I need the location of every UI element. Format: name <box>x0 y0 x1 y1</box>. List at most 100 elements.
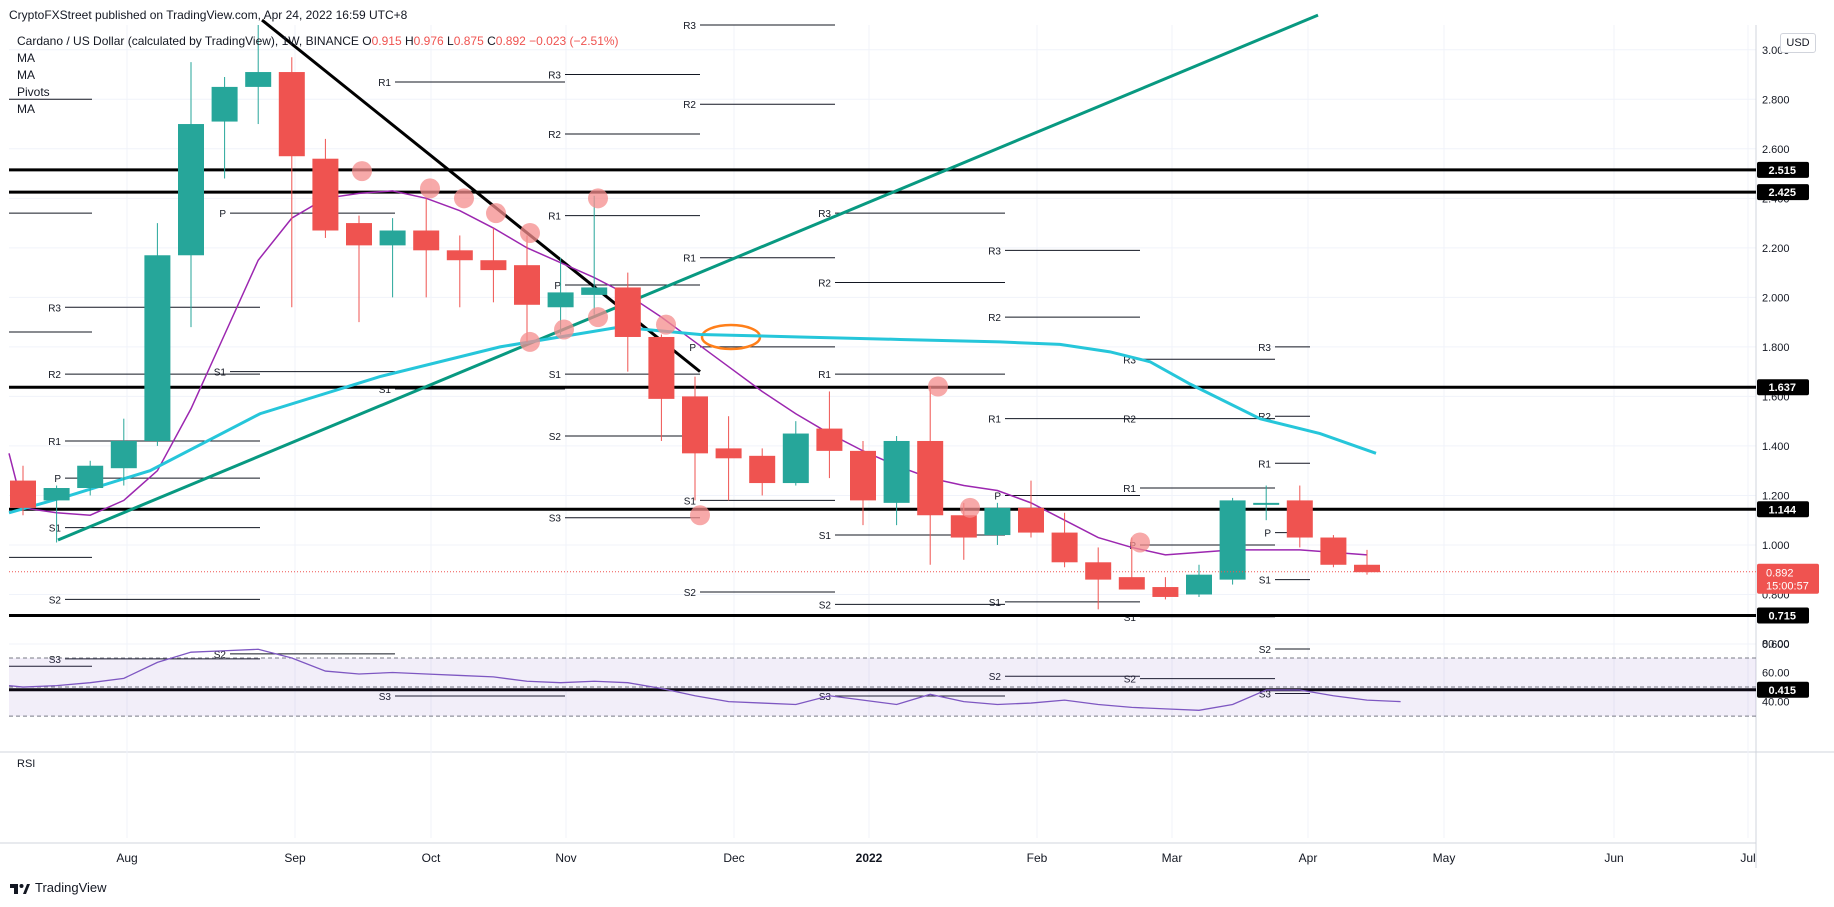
low-label: L <box>447 34 454 48</box>
pivot-label: R3 <box>48 303 61 314</box>
candle <box>1219 497 1246 585</box>
candlesticks[interactable] <box>10 25 1380 610</box>
candle-body <box>984 507 1011 536</box>
time-tick-label: Apr <box>1299 851 1318 865</box>
candle <box>984 502 1011 545</box>
candle-body <box>1085 562 1112 580</box>
pivot-label: S3 <box>49 655 62 666</box>
symbol-name[interactable]: Cardano / US Dollar (calculated by Tradi… <box>17 34 275 48</box>
pivot-label: P <box>219 209 226 220</box>
pivot-label: R1 <box>683 254 696 265</box>
high-value: 0.976 <box>413 34 444 48</box>
candle-body <box>1051 532 1078 563</box>
candle-body <box>1354 564 1380 573</box>
rsi-pane[interactable]: RSI 80.00 60.00 40.00 <box>8 638 1790 770</box>
candle-body <box>950 515 977 538</box>
pattern-marker <box>960 497 980 518</box>
candle-body <box>782 433 809 484</box>
time-tick-label: Mar <box>1162 851 1183 865</box>
candle-body <box>1286 500 1313 538</box>
pattern-marker <box>588 307 608 328</box>
level-badge <box>1757 607 1809 624</box>
candle-body <box>850 450 876 501</box>
price-tick-label: 1.000 <box>1762 540 1790 552</box>
candle <box>514 235 540 342</box>
candle <box>850 440 876 526</box>
grid-lines <box>0 25 1834 868</box>
candle <box>648 334 675 441</box>
pivot-label: R2 <box>48 370 61 381</box>
candle-body <box>110 440 137 469</box>
pivot-label: S3 <box>549 514 562 525</box>
price-tick-label: 2.600 <box>1762 144 1790 156</box>
rsi-tick-label: 40.00 <box>1762 697 1790 709</box>
candle-body <box>245 72 272 87</box>
candle <box>749 448 776 496</box>
pivot-label: R1 <box>378 78 391 89</box>
time-tick-label: Oct <box>422 851 441 865</box>
low-value: 0.875 <box>453 34 484 48</box>
indicator-ma-1[interactable]: MA <box>17 51 35 65</box>
tradingview-logo-icon <box>10 882 30 894</box>
time-tick-label: Sep <box>284 851 306 865</box>
candle <box>917 386 944 565</box>
candle-body <box>1186 574 1212 595</box>
pivot-label: S1 <box>1259 576 1272 587</box>
pivot-label: R1 <box>818 370 831 381</box>
last-price-value: 0.892 <box>1766 568 1794 580</box>
candle <box>245 25 272 125</box>
level-badge-label: 0.415 <box>1768 685 1796 697</box>
price-axis[interactable]: 3.0002.8002.6002.4002.2002.0001.8001.600… <box>9 45 1819 698</box>
candle <box>614 272 641 372</box>
price-tick-label: 2.800 <box>1762 94 1790 106</box>
price-tick-label: 2.200 <box>1762 243 1790 255</box>
candle-body <box>514 265 540 305</box>
candle <box>178 62 204 328</box>
indicator-ma-2[interactable]: MA <box>17 68 35 82</box>
pivot-label: R2 <box>988 313 1001 324</box>
rsi-line <box>8 648 1401 711</box>
pattern-marker <box>486 203 506 224</box>
pattern-marker <box>690 505 710 526</box>
time-tick-label: 2022 <box>856 851 883 865</box>
candle-body <box>480 260 507 271</box>
candle <box>446 235 473 308</box>
candle-body <box>715 448 742 459</box>
candle <box>278 57 305 308</box>
rsi-label: RSI <box>17 758 35 770</box>
exchange: BINANCE <box>305 34 359 48</box>
price-tick-label: 0.600 <box>1762 639 1790 651</box>
price-tick-label: 2.000 <box>1762 292 1790 304</box>
pivot-label: P <box>554 281 561 292</box>
time-tick-label: Nov <box>555 851 576 865</box>
level-badge <box>1757 379 1809 396</box>
indicator-ma-3[interactable]: MA <box>17 102 35 116</box>
pivot-label: S2 <box>49 595 62 606</box>
pivot-label: R2 <box>1258 412 1271 423</box>
pivot-label: S1 <box>684 496 697 507</box>
candle <box>1286 485 1313 548</box>
interval[interactable]: 1W <box>281 34 299 48</box>
candle-body <box>1219 500 1246 580</box>
candle-body <box>1152 587 1179 597</box>
candle <box>1018 480 1044 538</box>
currency-button[interactable]: USD <box>1780 33 1816 53</box>
support-resistance-levels <box>9 168 1756 692</box>
pivot-label: R1 <box>988 415 1001 426</box>
price-tick-label: 1.400 <box>1762 441 1790 453</box>
candle <box>1320 535 1347 568</box>
change-value: −0.023 (−2.51%) <box>529 34 619 48</box>
time-tick-label: Dec <box>723 851 744 865</box>
time-axis[interactable]: Aug Sep Oct Nov Dec 2022 Feb Mar Apr May Jun Jul <box>0 842 1756 865</box>
candle-body <box>144 255 171 441</box>
pattern-marker <box>588 188 608 209</box>
candle-body <box>312 158 339 231</box>
pivot-label: S2 <box>684 588 697 599</box>
pivot-label: R1 <box>48 437 61 448</box>
pattern-marker <box>352 161 372 182</box>
level-badge-label: 0.715 <box>1768 611 1796 623</box>
rsi-tick-label: 60.00 <box>1762 668 1790 680</box>
indicator-pivots[interactable]: Pivots <box>17 85 50 99</box>
pivot-label: S2 <box>549 432 562 443</box>
